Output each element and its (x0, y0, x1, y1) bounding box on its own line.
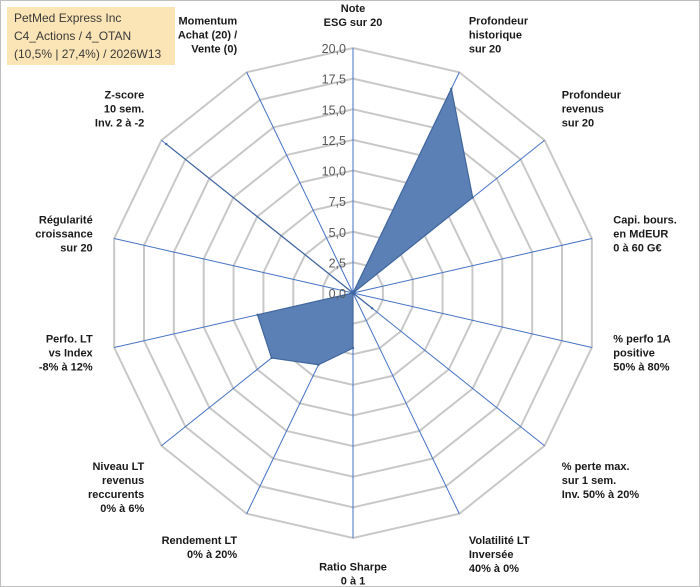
axis-label-13-line-2: Vente (0) (191, 43, 237, 55)
chart-title-box: PetMed Express Inc C4_Actions / 4_OTAN (… (7, 7, 175, 65)
axis-label-5-line-2: Inv. 50% à 20% (562, 489, 640, 501)
tick-label-6: 15,0 (322, 103, 346, 117)
axis-label-8-line-1: 0% à 20% (187, 549, 237, 561)
axis-spoke-3 (352, 237, 592, 294)
axis-label-4-line-1: positive (613, 347, 655, 359)
data-point-5 (370, 307, 374, 310)
axis-label-12-line-2: Inv. 2 à -2 (95, 118, 144, 130)
axis-label-13-line-1: Achat (20) / (178, 29, 237, 41)
data-point-10 (256, 313, 259, 317)
title-company: PetMed Express Inc (14, 11, 122, 25)
axis-label-3-line-1: en MdEUR (613, 229, 668, 241)
axis-label-0-line-0: Note (341, 3, 365, 15)
axis-label-12-line-0: Z-score (105, 90, 145, 102)
axis-label-13-line-0: Momentum (178, 15, 237, 27)
data-point-8 (317, 363, 320, 366)
axis-label-10-line-0: Perfo. LT (46, 333, 93, 345)
axis-label-9-line-1: revenus (102, 475, 144, 487)
axis-label-2-line-2: sur 20 (562, 118, 594, 130)
axis-label-4-line-0: % perfo 1A (613, 333, 671, 345)
data-point-12 (165, 142, 168, 146)
axis-label-1-line-0: Profondeur (469, 15, 529, 27)
tick-label-5: 12,5 (322, 134, 346, 148)
axis-label-3-line-2: 0 à 60 G€ (613, 243, 661, 255)
axis-spoke-11 (114, 237, 354, 294)
axis-label-12-line-1: 10 sem. (104, 104, 144, 116)
axis-label-6-line-2: 40% à 0% (469, 563, 519, 575)
axis-spoke-13 (246, 72, 354, 294)
axis-label-11-line-1: croissance (35, 229, 92, 241)
axis-label-10-line-2: -8% à 12% (39, 361, 93, 373)
axis-label-9-line-0: Niveau LT (92, 461, 144, 473)
axis-label-4-line-2: 50% à 80% (613, 361, 669, 373)
axis-spoke-6 (352, 292, 460, 514)
axis-label-0-line-1: ESG sur 20 (324, 17, 383, 29)
axis-label-9-line-3: 0% à 6% (100, 503, 144, 515)
axis-label-11-line-0: Régularité (39, 215, 93, 227)
axis-label-11-line-2: sur 20 (60, 243, 92, 255)
tick-label-7: 17,5 (322, 73, 346, 87)
axis-label-1-line-1: historique (469, 29, 522, 41)
data-point-9 (270, 356, 273, 360)
axis-label-2-line-0: Profondeur (562, 90, 622, 102)
axis-spoke-5 (352, 292, 545, 447)
axis-label-5-line-0: % perte max. (562, 461, 630, 473)
axis-label-1-line-2: sur 20 (469, 43, 501, 55)
tick-label-4: 10,0 (322, 165, 346, 179)
title-category: C4_Actions / 4_OTAN (14, 29, 132, 43)
axis-label-2-line-1: revenus (562, 104, 604, 116)
tick-label-0: 0,0 (329, 287, 346, 301)
axis-spoke-4 (352, 292, 592, 349)
data-point-7 (351, 346, 355, 350)
title-stats: (10,5% | 27,4%) / 2026W13 (14, 47, 162, 61)
tick-label-3: 7,5 (329, 195, 346, 209)
series-area-0 (165, 86, 474, 366)
axis-label-8-line-0: Rendement LT (162, 535, 238, 547)
axis-label-7-line-1: 0 à 1 (341, 576, 365, 587)
axis-label-5-line-1: sur 1 sem. (562, 475, 616, 487)
axis-label-10-line-1: vs Index (49, 347, 94, 359)
axis-label-9-line-2: reccurents (88, 489, 144, 501)
tick-label-1: 2,5 (329, 256, 346, 270)
axis-label-6-line-0: Volatilité LT (469, 535, 530, 547)
data-point-2 (471, 196, 474, 199)
tick-label-8: 20,0 (322, 42, 346, 56)
tick-label-2: 5,0 (329, 226, 346, 240)
axis-label-6-line-1: Inversée (469, 549, 514, 561)
axis-label-7-line-0: Ratio Sharpe (319, 562, 387, 574)
data-point-13 (351, 291, 355, 295)
axis-label-3-line-0: Capi. bours. (613, 215, 677, 227)
data-point-1 (450, 87, 453, 91)
